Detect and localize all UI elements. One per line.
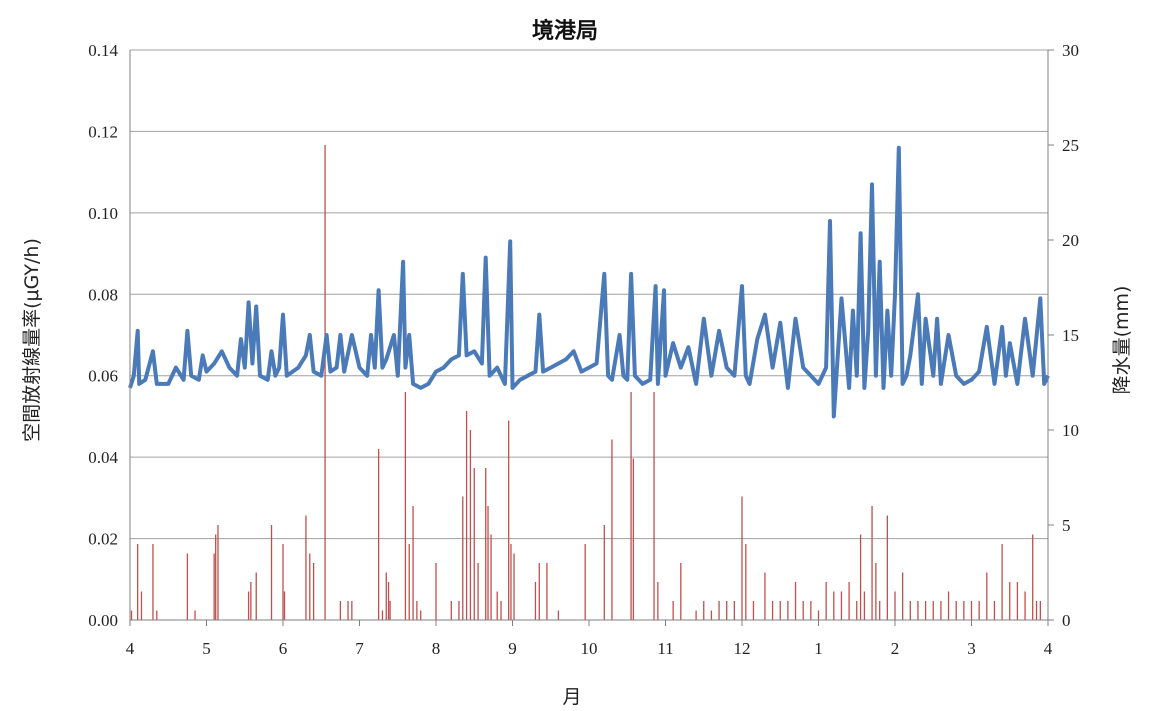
precipitation-series	[130, 145, 1041, 620]
x-axis-label: 月	[562, 686, 581, 708]
x-tick-label: 10	[581, 639, 598, 658]
x-tick-label: 2	[891, 639, 900, 658]
left-tick-label: 0.10	[88, 204, 118, 223]
left-tick-label: 0.02	[88, 530, 118, 549]
x-tick-label: 1	[814, 639, 823, 658]
x-tick-label: 4	[1044, 639, 1053, 658]
left-tick-label: 0.00	[88, 611, 118, 630]
right-tick-label: 30	[1062, 41, 1079, 60]
left-tick-label: 0.08	[88, 285, 118, 304]
dose-rate-line	[128, 145, 1050, 419]
x-tick-label: 6	[279, 639, 288, 658]
dose-rate-series	[128, 145, 1050, 419]
right-y-axis: 0 5 10 15 20 25 30	[1048, 41, 1079, 630]
right-tick-label: 10	[1062, 421, 1079, 440]
left-tick-label: 0.04	[88, 448, 118, 467]
x-tick-label: 7	[355, 639, 364, 658]
chart-title: 境港局	[532, 18, 598, 44]
x-tick-label: 5	[202, 639, 211, 658]
left-y-axis-label: 空間放射線量率(μGY/h)	[21, 238, 43, 442]
right-tick-label: 25	[1062, 136, 1079, 155]
right-tick-label: 0	[1062, 611, 1071, 630]
right-tick-label: 15	[1062, 326, 1079, 345]
right-tick-label: 20	[1062, 231, 1079, 250]
left-y-axis: 0.00 0.02 0.04 0.06 0.08 0.10 0.12 0.14	[88, 41, 118, 630]
left-tick-label: 0.12	[88, 122, 118, 141]
right-tick-label: 5	[1062, 516, 1071, 535]
x-tick-label: 8	[432, 639, 441, 658]
x-tick-label: 3	[967, 639, 976, 658]
x-tick-label: 9	[508, 639, 517, 658]
right-y-axis-label: 降水量(mm)	[1111, 286, 1133, 395]
plot-frame	[129, 50, 1049, 621]
left-tick-label: 0.06	[88, 367, 118, 386]
x-axis: 4 5 6 7 8 9 10 11 12 1 2 3 4	[126, 620, 1053, 658]
x-tick-label: 4	[126, 639, 135, 658]
x-tick-label: 12	[734, 639, 751, 658]
x-tick-label: 11	[657, 639, 673, 658]
gridlines	[130, 49, 1048, 621]
left-tick-label: 0.14	[88, 41, 118, 60]
